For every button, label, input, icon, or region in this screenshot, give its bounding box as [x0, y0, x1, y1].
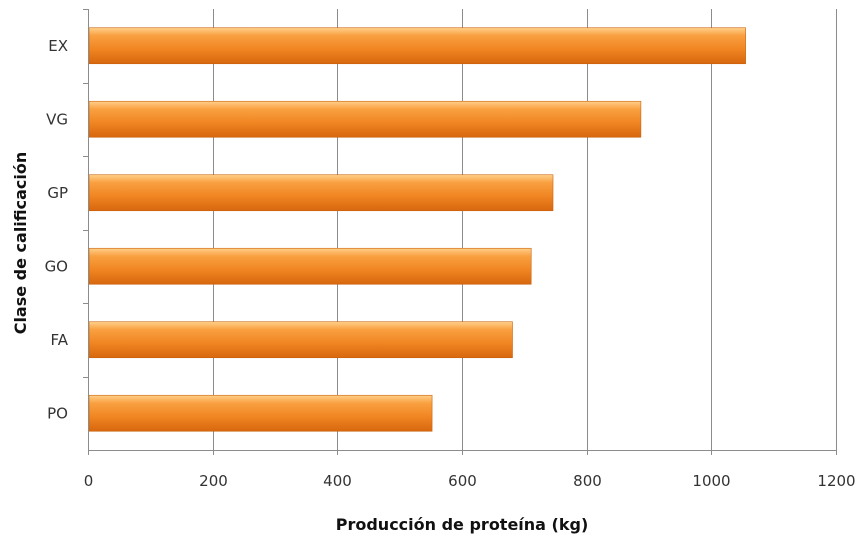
y-tick-label-ex: EX: [48, 37, 68, 55]
x-tick-label-200: 200: [199, 472, 228, 490]
gridlines: [213, 9, 837, 450]
x-tick-label-600: 600: [448, 472, 477, 490]
x-tick-label-0: 0: [84, 472, 94, 490]
y-tick-label-gp: GP: [47, 184, 68, 202]
y-tick-label-vg: VG: [46, 110, 68, 128]
bar-gp: [88, 174, 554, 212]
y-tick-label-fa: FA: [50, 331, 68, 349]
y-tick-label-go: GO: [45, 257, 68, 275]
x-tick-label-400: 400: [323, 472, 352, 490]
bar-vg: [88, 100, 642, 138]
bar-fa: [88, 321, 513, 359]
bar-ex: [88, 27, 746, 65]
bars: [88, 27, 746, 432]
x-tick-label-1200: 1200: [817, 472, 855, 490]
x-tick-label-800: 800: [573, 472, 602, 490]
y-axis-title: Clase de calificación: [11, 152, 30, 335]
bar-go: [88, 247, 532, 285]
bar-po: [88, 394, 433, 432]
axes: 0 200 400 600 800 1000 1200 EX VG GP GO FA PO: [45, 9, 856, 490]
y-tick-label-po: PO: [47, 404, 68, 422]
x-axis-title: Producción de proteína (kg): [336, 515, 589, 534]
x-tick-label-1000: 1000: [692, 472, 730, 490]
